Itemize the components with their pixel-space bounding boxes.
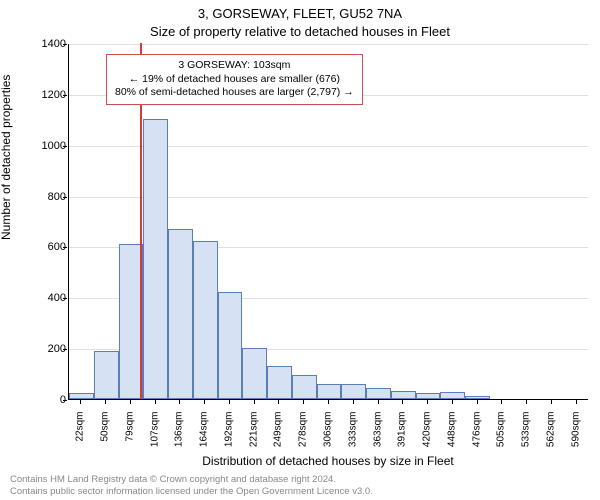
y-tick-label: 0 — [26, 394, 66, 406]
x-tick-label: 562sqm — [545, 412, 556, 462]
y-tick-mark — [63, 95, 67, 96]
x-tick-mark — [353, 400, 354, 404]
x-tick-label: 278sqm — [298, 412, 309, 462]
y-tick-label: 1200 — [26, 89, 66, 101]
x-tick-mark — [303, 400, 304, 404]
x-tick-mark — [179, 400, 180, 404]
y-tick-label: 600 — [26, 241, 66, 253]
histogram-bar — [391, 391, 416, 399]
gridline — [69, 44, 588, 45]
x-tick-mark — [80, 400, 81, 404]
chart-title-sub: Size of property relative to detached ho… — [0, 24, 600, 39]
histogram-bar — [69, 393, 94, 399]
histogram-bar — [218, 292, 243, 399]
y-tick-label: 200 — [26, 343, 66, 355]
x-tick-label: 333sqm — [347, 412, 358, 462]
annotation-line: 80% of semi-detached houses are larger (… — [115, 86, 354, 100]
y-tick-mark — [63, 247, 67, 248]
x-tick-label: 476sqm — [471, 412, 482, 462]
histogram-bar — [317, 384, 342, 399]
x-tick-mark — [278, 400, 279, 404]
footer-line: Contains HM Land Registry data © Crown c… — [10, 474, 373, 486]
x-tick-label: 249sqm — [273, 412, 284, 462]
x-tick-mark — [254, 400, 255, 404]
histogram-bar — [440, 392, 465, 399]
x-tick-label: 22sqm — [75, 412, 86, 462]
x-tick-mark — [402, 400, 403, 404]
y-tick-label: 1000 — [26, 140, 66, 152]
x-tick-mark — [526, 400, 527, 404]
x-tick-label: 420sqm — [422, 412, 433, 462]
x-tick-mark — [477, 400, 478, 404]
x-tick-mark — [130, 400, 131, 404]
x-tick-label: 136sqm — [174, 412, 185, 462]
x-tick-label: 164sqm — [199, 412, 210, 462]
x-tick-label: 50sqm — [100, 412, 111, 462]
x-tick-mark — [551, 400, 552, 404]
y-tick-mark — [63, 349, 67, 350]
x-tick-label: 107sqm — [149, 412, 160, 462]
histogram-bar — [465, 396, 490, 399]
x-tick-mark — [229, 400, 230, 404]
histogram-bar — [366, 388, 391, 399]
histogram-bar — [267, 366, 292, 399]
x-tick-label: 192sqm — [223, 412, 234, 462]
x-tick-label: 306sqm — [323, 412, 334, 462]
footer-line: Contains public sector information licen… — [10, 486, 373, 498]
histogram-bar — [292, 375, 317, 399]
chart-title-main: 3, GORSEWAY, FLEET, GU52 7NA — [0, 6, 600, 21]
footer-attribution: Contains HM Land Registry data © Crown c… — [10, 474, 373, 498]
annotation-box: 3 GORSEWAY: 103sqm ← 19% of detached hou… — [106, 54, 363, 105]
y-tick-mark — [63, 400, 67, 401]
y-axis-label: Number of detached properties — [0, 75, 13, 240]
x-tick-label: 221sqm — [248, 412, 259, 462]
x-tick-mark — [328, 400, 329, 404]
y-tick-mark — [63, 197, 67, 198]
x-tick-mark — [427, 400, 428, 404]
y-tick-label: 800 — [26, 191, 66, 203]
histogram-bar — [242, 348, 267, 399]
x-tick-mark — [501, 400, 502, 404]
x-tick-label: 79sqm — [124, 412, 135, 462]
y-tick-label: 400 — [26, 292, 66, 304]
x-tick-label: 505sqm — [496, 412, 507, 462]
x-tick-label: 533sqm — [521, 412, 532, 462]
x-tick-mark — [576, 400, 577, 404]
histogram-bar — [168, 229, 193, 399]
x-tick-label: 391sqm — [397, 412, 408, 462]
x-tick-mark — [452, 400, 453, 404]
histogram-bar — [94, 351, 119, 399]
y-tick-label: 1400 — [26, 38, 66, 50]
y-tick-mark — [63, 146, 67, 147]
x-tick-mark — [155, 400, 156, 404]
y-tick-mark — [63, 44, 67, 45]
x-tick-mark — [105, 400, 106, 404]
x-tick-mark — [204, 400, 205, 404]
x-tick-label: 590sqm — [570, 412, 581, 462]
histogram-bar — [193, 241, 218, 399]
histogram-bar — [341, 384, 366, 399]
histogram-bar — [416, 393, 441, 399]
histogram-bar — [143, 119, 168, 399]
annotation-line: ← 19% of detached houses are smaller (67… — [115, 73, 354, 87]
x-tick-label: 448sqm — [446, 412, 457, 462]
y-tick-mark — [63, 298, 67, 299]
histogram-chart: 3, GORSEWAY, FLEET, GU52 7NA Size of pro… — [0, 0, 600, 500]
annotation-line: 3 GORSEWAY: 103sqm — [115, 59, 354, 73]
x-tick-mark — [378, 400, 379, 404]
x-tick-label: 363sqm — [372, 412, 383, 462]
